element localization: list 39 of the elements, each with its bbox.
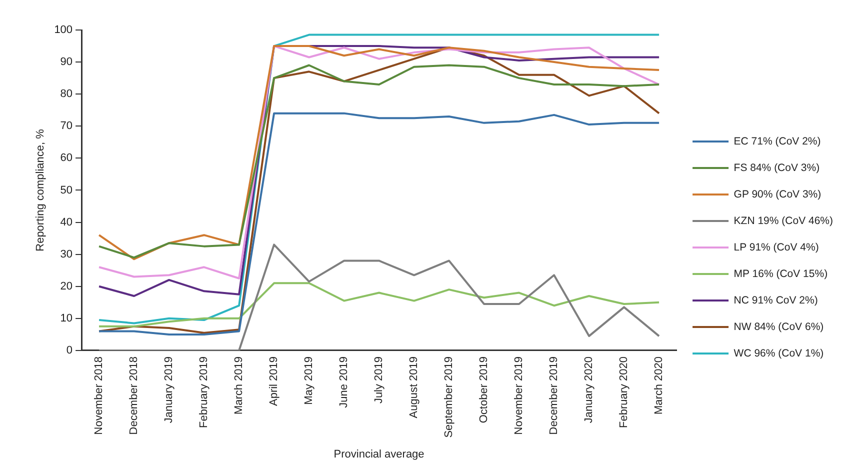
x-tick-label: August 2019 — [408, 356, 420, 418]
x-tick-label: June 2019 — [338, 356, 350, 408]
x-tick-label: February 2020 — [618, 356, 630, 428]
legend-label: LP 91% (CoV 4%) — [734, 241, 819, 254]
y-tick-label: 0 — [66, 344, 73, 356]
x-tick-label: January 2019 — [163, 356, 176, 424]
legend-label: NC 91% CoV 2%) — [734, 294, 818, 306]
x-axis-title: Provincial average — [334, 448, 424, 460]
y-tick-label: 20 — [60, 280, 73, 292]
x-tick-label: April 2019 — [268, 356, 280, 406]
x-tick-label: January 2020 — [583, 356, 596, 424]
x-tick-label: December 2018 — [128, 356, 140, 435]
legend-label: WC 96% (CoV 1%) — [734, 347, 824, 360]
x-tick-label: December 2019 — [548, 356, 560, 435]
y-tick-label: 10 — [60, 312, 73, 324]
y-tick-label: 60 — [60, 152, 73, 164]
y-tick-label: 80 — [60, 88, 73, 100]
x-tick-label: October 2019 — [478, 356, 490, 424]
legend-label: MP 16% (CoV 15%) — [734, 268, 828, 280]
y-tick-label: 50 — [60, 184, 73, 196]
x-tick-label: November 2018 — [93, 356, 106, 435]
x-tick-label: July 2019 — [373, 356, 386, 404]
legend-label: NW 84% (CoV 6%) — [734, 320, 824, 333]
y-tick-label: 40 — [60, 216, 73, 228]
x-tick-label: February 2019 — [198, 356, 210, 428]
legend-label: EC 71% (CoV 2%) — [734, 135, 821, 148]
y-tick-label: 90 — [60, 56, 73, 68]
legend-label: KZN 19% (CoV 46%) — [734, 214, 833, 227]
legend-label: FS 84% (CoV 3%) — [734, 162, 820, 174]
x-tick-label: May 2019 — [303, 356, 316, 405]
y-tick-label: 100 — [54, 24, 73, 36]
x-tick-label: November 2019 — [513, 356, 526, 435]
x-tick-label: March 2020 — [653, 356, 666, 415]
y-axis-title: Reporting compliance, % — [34, 128, 47, 252]
x-tick-label: September 2019 — [443, 356, 456, 438]
y-tick-label: 30 — [60, 248, 73, 260]
x-tick-label: March 2019 — [233, 356, 246, 415]
legend-label: GP 90% (CoV 3%) — [734, 188, 822, 200]
y-tick-label: 70 — [60, 120, 73, 132]
